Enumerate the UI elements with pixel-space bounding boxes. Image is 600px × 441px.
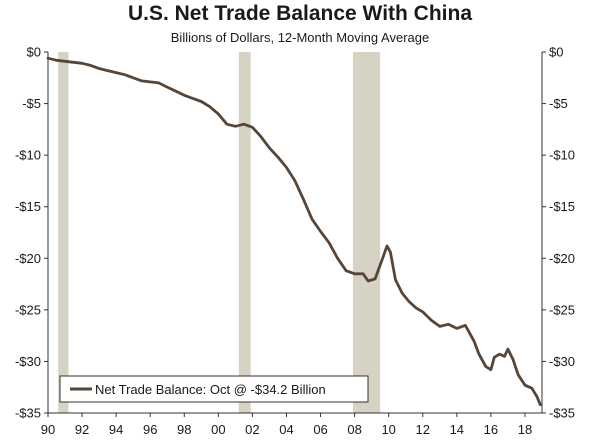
y-tick-label-left: -$30 (15, 354, 41, 369)
x-tick-label: 04 (279, 422, 293, 437)
y-tick-label-right: -$30 (549, 354, 575, 369)
recession-band-3 (352, 52, 381, 413)
x-tick-label: 10 (381, 422, 395, 437)
y-tick-label-left: $0 (27, 45, 41, 60)
recession-bands (58, 52, 381, 413)
legend: Net Trade Balance: Oct @ -$34.2 Billion (59, 375, 369, 403)
chart-title: U.S. Net Trade Balance With China (127, 2, 473, 25)
y-tick-label-right: $0 (549, 45, 563, 60)
y-tick-label-left: -$25 (15, 302, 41, 317)
y-tick-label-left: -$10 (15, 148, 41, 163)
y-tick-label-right: -$15 (549, 199, 575, 214)
x-tick-label: 14 (450, 422, 464, 437)
y-tick-label-left: -$15 (15, 199, 41, 214)
chart-subtitle: Billions of Dollars, 12-Month Moving Ave… (170, 30, 430, 45)
x-tick-label: 18 (518, 422, 532, 437)
legend-label: Net Trade Balance: Oct @ -$34.2 Billion (95, 382, 326, 397)
y-tick-label-left: -$35 (15, 406, 41, 421)
series-line-group (46, 56, 542, 407)
y-tick-label-right: -$5 (549, 96, 568, 111)
x-tick-label: 98 (177, 422, 191, 437)
x-tick-label: 02 (245, 422, 259, 437)
y-tick-label-right: -$25 (549, 302, 575, 317)
x-tick-label: 92 (75, 422, 89, 437)
y-tick-label-left: -$5 (22, 96, 41, 111)
legend-box (59, 375, 369, 403)
x-tick-label: 94 (109, 422, 123, 437)
x-tick-label: 96 (143, 422, 157, 437)
x-tick-label: 08 (347, 422, 361, 437)
x-tick-label: 12 (416, 422, 430, 437)
recession-band-2 (238, 52, 251, 413)
axes: $0 $0 -$5 -$5 -$10 -$10 -$15 -$15 -$20 -$20 -$25 -$… (15, 45, 575, 438)
recession-band-1 (58, 52, 69, 413)
x-tick-label: 90 (41, 422, 55, 437)
y-tick-label-right: -$35 (549, 406, 575, 421)
x-tick-label: 06 (313, 422, 327, 437)
x-tick-label: 00 (211, 422, 225, 437)
y-tick-label-right: -$10 (549, 148, 575, 163)
series-line-net-trade-balance (46, 56, 542, 407)
x-tick-label: 16 (484, 422, 498, 437)
y-tick-label-left: -$20 (15, 251, 41, 266)
y-tick-label-right: -$20 (549, 251, 575, 266)
